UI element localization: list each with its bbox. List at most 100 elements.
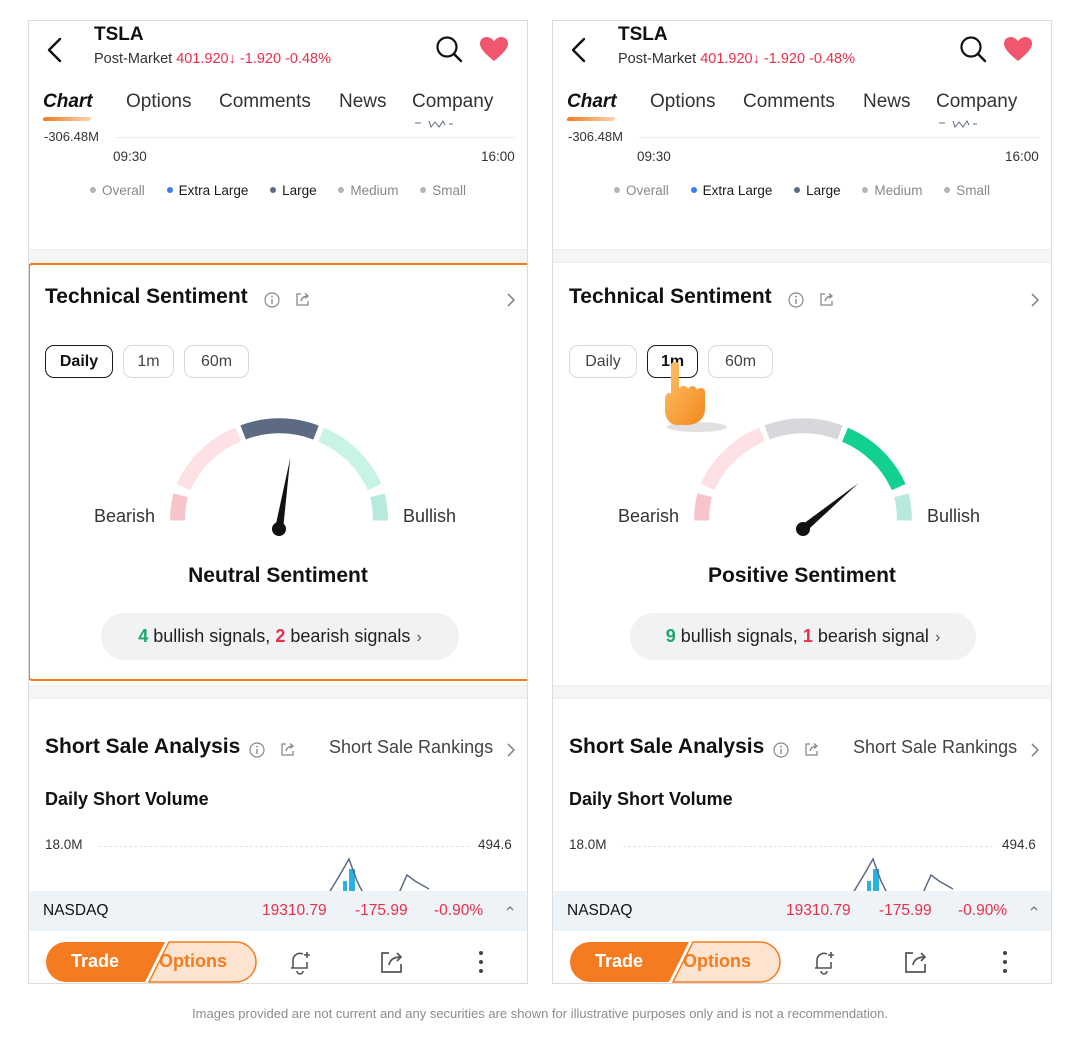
gauge-needle — [796, 483, 859, 536]
legend-dot-icon — [270, 187, 277, 193]
legend-medium[interactable]: Medium — [338, 183, 398, 198]
chart-time-end: 16:00 — [481, 149, 515, 164]
legend-label: Extra Large — [178, 183, 249, 198]
gauge-segment-neutral — [764, 418, 843, 440]
chart-time-end: 16:00 — [1005, 149, 1039, 164]
short-volume-chart-fragment — [852, 857, 954, 893]
tab-bar: Chart Options Comments News Company — [553, 89, 1051, 121]
index-name: NASDAQ — [43, 902, 109, 919]
ticker-symbol: TSLA — [618, 24, 668, 45]
signals-summary-button[interactable]: 4 bullish signals, 2 bearish signals › — [101, 613, 459, 660]
tab-comments[interactable]: Comments — [219, 91, 311, 112]
bearish-count: 1 — [802, 626, 813, 646]
chevron-up-icon[interactable] — [1029, 903, 1039, 913]
active-tab-underline — [42, 117, 92, 121]
chart-baseline — [115, 137, 515, 138]
options-button[interactable]: Options — [159, 951, 227, 971]
legend-small[interactable]: Small — [420, 183, 466, 198]
sentiment-gauge — [694, 418, 912, 536]
alert-bell-icon[interactable] — [811, 948, 837, 976]
legend-extra-large[interactable]: Extra Large — [166, 183, 249, 198]
tab-chart[interactable]: Chart — [43, 91, 93, 112]
chevron-right-icon[interactable] — [505, 292, 517, 308]
share-icon[interactable] — [379, 949, 405, 975]
share-icon[interactable] — [903, 949, 929, 975]
legend-dot-icon — [420, 187, 427, 193]
back-arrow-icon[interactable] — [567, 35, 591, 65]
share-icon[interactable] — [295, 292, 310, 307]
legend-extra-large[interactable]: Extra Large — [690, 183, 772, 198]
bullish-text: bullish signals, — [153, 626, 271, 646]
favorite-heart-icon[interactable] — [479, 36, 509, 62]
chevron-right-icon[interactable] — [505, 742, 517, 758]
legend-overall[interactable]: Overall — [90, 183, 145, 198]
legend-label: Medium — [874, 183, 923, 198]
trade-options-button-shape — [46, 941, 257, 983]
tab-options[interactable]: Options — [650, 91, 716, 112]
signals-summary-button[interactable]: 9 bullish signals, 1 bearish signal › — [630, 613, 976, 660]
favorite-heart-icon[interactable] — [1003, 36, 1033, 62]
chevron-right-icon[interactable] — [1029, 292, 1041, 308]
legend-label: Overall — [626, 183, 669, 198]
period-60m[interactable]: 60m — [708, 345, 773, 378]
bullish-label: Bullish — [927, 506, 981, 526]
disclaimer-text: Images provided are not current and any … — [192, 1006, 888, 1021]
info-icon[interactable] — [773, 742, 789, 758]
legend-label: Small — [432, 183, 466, 198]
bullish-count: 4 — [138, 626, 149, 646]
gauge-segment-very-bullish — [894, 493, 912, 521]
tab-news[interactable]: News — [863, 91, 911, 112]
back-arrow-icon[interactable] — [43, 35, 67, 65]
tab-options[interactable]: Options — [126, 91, 192, 112]
share-icon[interactable] — [280, 742, 295, 757]
chevron-up-icon[interactable] — [505, 903, 515, 913]
more-menu-icon[interactable] — [1000, 949, 1010, 975]
gauge-segment-bearish — [176, 427, 242, 491]
legend-medium[interactable]: Medium — [862, 183, 922, 198]
section-separator — [29, 249, 527, 263]
tab-comments[interactable]: Comments — [743, 91, 835, 112]
options-button[interactable]: Options — [683, 951, 751, 971]
period-daily[interactable]: Daily — [45, 345, 113, 378]
legend-dot-icon — [944, 187, 951, 193]
legend-small[interactable]: Small — [944, 183, 990, 198]
post-market-price: 401.920 — [176, 51, 229, 67]
info-icon[interactable] — [788, 292, 804, 308]
period-60m[interactable]: 60m — [184, 345, 249, 378]
trade-button[interactable]: Trade — [71, 951, 120, 971]
bearish-count: 2 — [275, 626, 286, 646]
chart-line-fragment — [415, 120, 453, 129]
legend-dot-icon — [614, 187, 621, 193]
info-icon[interactable] — [264, 292, 280, 308]
index-ticker-bar[interactable]: NASDAQ 19310.79 -175.99 -0.90% — [29, 891, 527, 931]
search-icon[interactable] — [435, 35, 463, 63]
period-1m[interactable]: 1m — [123, 345, 174, 378]
short-volume-y-right: 494.6 — [1002, 837, 1036, 852]
legend-label: Small — [956, 183, 990, 198]
tab-company[interactable]: Company — [412, 91, 494, 112]
post-market-label: Post-Market — [94, 51, 173, 67]
more-menu-icon[interactable] — [476, 949, 486, 975]
post-market-change: -1.920 — [763, 51, 806, 67]
short-sale-rankings-link[interactable]: Short Sale Rankings — [329, 737, 494, 757]
share-icon[interactable] — [819, 292, 834, 307]
index-ticker-bar[interactable]: NASDAQ 19310.79 -175.99 -0.90% — [553, 891, 1051, 931]
bullish-label: Bullish — [403, 506, 457, 526]
search-icon[interactable] — [959, 35, 987, 63]
legend-overall[interactable]: Overall — [614, 183, 669, 198]
tab-news[interactable]: News — [339, 91, 387, 112]
info-icon[interactable] — [249, 742, 265, 758]
legend-large[interactable]: Large — [270, 183, 317, 198]
short-sale-rankings-link[interactable]: Short Sale Rankings — [853, 737, 1018, 757]
alert-bell-icon[interactable] — [287, 948, 313, 976]
share-icon[interactable] — [804, 742, 819, 757]
gauge-segment-very-bullish — [370, 493, 388, 521]
tap-hand-icon — [665, 362, 727, 432]
legend-large[interactable]: Large — [794, 183, 841, 198]
period-daily[interactable]: Daily — [569, 345, 637, 378]
tab-company[interactable]: Company — [936, 91, 1018, 112]
tab-chart[interactable]: Chart — [567, 91, 617, 112]
trade-button[interactable]: Trade — [595, 951, 644, 971]
chevron-right-icon[interactable] — [1029, 742, 1041, 758]
index-value: 19310.79 — [786, 902, 851, 919]
